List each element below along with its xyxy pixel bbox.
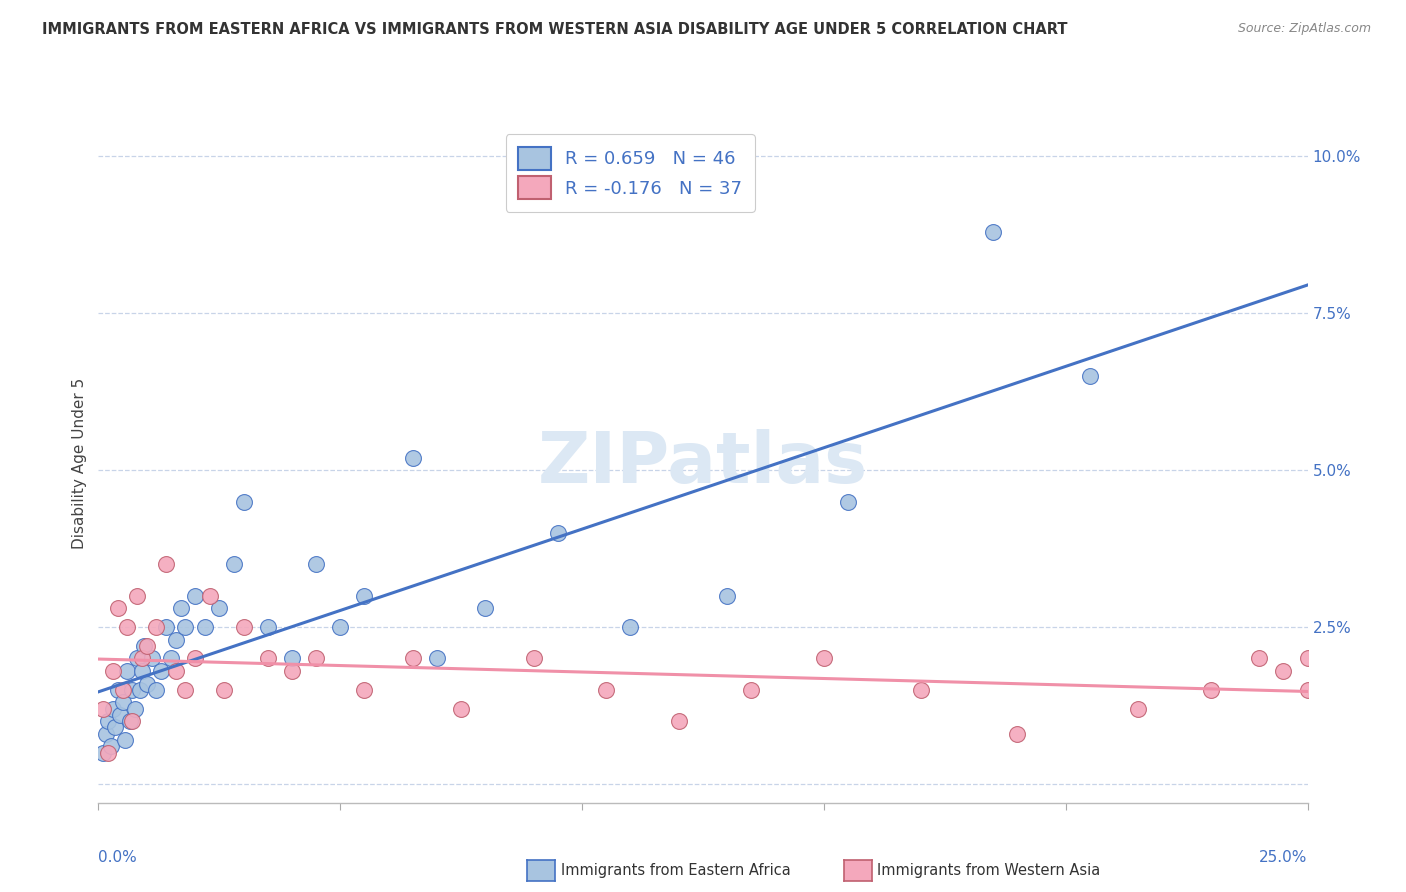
Point: [111, 695, 134, 709]
Point: [160, 651, 183, 665]
Point: [131, 651, 153, 665]
Point: [100, 739, 122, 754]
Point: [281, 651, 304, 665]
Point: [353, 682, 375, 697]
Point: [474, 601, 496, 615]
Point: [155, 620, 177, 634]
Point: [108, 707, 131, 722]
Text: Source: ZipAtlas.com: Source: ZipAtlas.com: [1237, 22, 1371, 36]
Y-axis label: Disability Age Under 5: Disability Age Under 5: [72, 378, 87, 549]
Point: [256, 651, 278, 665]
Text: Immigrants from Western Asia: Immigrants from Western Asia: [877, 863, 1101, 878]
Point: [114, 733, 136, 747]
Point: [169, 601, 191, 615]
Point: [813, 651, 835, 665]
Point: [1199, 682, 1222, 697]
Point: [184, 589, 207, 603]
Point: [281, 664, 304, 678]
Point: [165, 632, 187, 647]
Point: [329, 620, 352, 634]
Point: [547, 525, 569, 540]
Point: [128, 682, 150, 697]
Point: [1128, 701, 1150, 715]
Point: [1296, 682, 1319, 697]
Point: [111, 682, 134, 697]
Point: [134, 639, 156, 653]
Point: [1078, 368, 1101, 383]
Point: [121, 682, 143, 697]
Point: [668, 714, 690, 729]
Point: [1007, 727, 1029, 741]
Point: [117, 664, 139, 678]
Point: [184, 651, 207, 665]
Point: [127, 651, 149, 665]
Point: [118, 714, 141, 729]
Point: [104, 721, 127, 735]
Point: [117, 620, 139, 634]
Point: [141, 651, 163, 665]
Text: Immigrants from Eastern Africa: Immigrants from Eastern Africa: [561, 863, 790, 878]
Point: [305, 558, 328, 572]
Point: [107, 601, 129, 615]
Point: [353, 589, 375, 603]
Point: [212, 682, 235, 697]
Point: [740, 682, 762, 697]
Point: [619, 620, 641, 634]
Point: [101, 664, 124, 678]
Point: [165, 664, 187, 678]
Point: [135, 639, 157, 653]
Point: [450, 701, 472, 715]
Point: [232, 620, 254, 634]
Point: [402, 450, 425, 465]
Point: [131, 664, 153, 678]
Point: [101, 701, 124, 715]
Point: [222, 558, 245, 572]
Legend: R = 0.659   N = 46, R = -0.176   N = 37: R = 0.659 N = 46, R = -0.176 N = 37: [506, 134, 755, 212]
Point: [121, 714, 143, 729]
Text: ZIPatlas: ZIPatlas: [538, 429, 868, 499]
Point: [91, 746, 114, 760]
Point: [174, 620, 197, 634]
Point: [198, 589, 221, 603]
Point: [127, 589, 149, 603]
Text: IMMIGRANTS FROM EASTERN AFRICA VS IMMIGRANTS FROM WESTERN ASIA DISABILITY AGE UN: IMMIGRANTS FROM EASTERN AFRICA VS IMMIGR…: [42, 22, 1067, 37]
Point: [155, 558, 177, 572]
Point: [981, 225, 1004, 239]
Point: [97, 746, 120, 760]
Point: [305, 651, 328, 665]
Point: [256, 620, 278, 634]
Point: [94, 727, 117, 741]
Point: [150, 664, 173, 678]
Point: [716, 589, 738, 603]
Point: [124, 701, 146, 715]
Text: 0.0%: 0.0%: [98, 850, 138, 865]
Point: [97, 714, 120, 729]
Point: [1249, 651, 1271, 665]
Point: [523, 651, 546, 665]
Text: 25.0%: 25.0%: [1260, 850, 1308, 865]
Point: [145, 620, 167, 634]
Point: [1296, 651, 1319, 665]
Point: [837, 494, 859, 508]
Point: [232, 494, 254, 508]
Point: [135, 676, 157, 690]
Point: [910, 682, 932, 697]
Point: [208, 601, 231, 615]
Point: [107, 682, 129, 697]
Point: [426, 651, 449, 665]
Point: [595, 682, 617, 697]
Point: [145, 682, 167, 697]
Point: [1272, 664, 1295, 678]
Point: [402, 651, 425, 665]
Point: [91, 701, 114, 715]
Point: [194, 620, 217, 634]
Point: [174, 682, 197, 697]
